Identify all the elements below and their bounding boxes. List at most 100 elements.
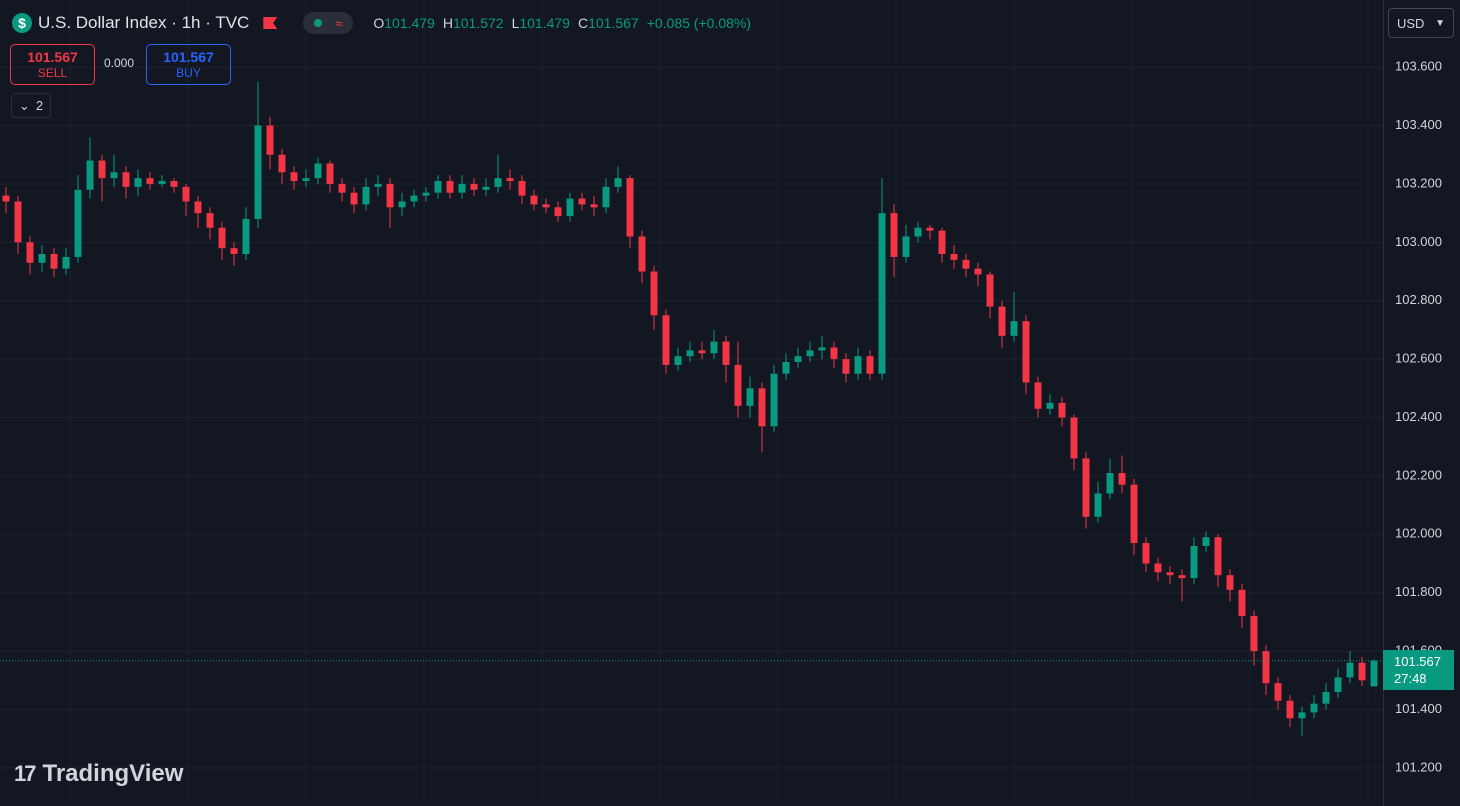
y-tick-label: 102.600	[1395, 351, 1442, 366]
candle-body	[1190, 545, 1198, 579]
candle-body	[278, 154, 286, 173]
candle-body	[1058, 402, 1066, 418]
candle-body	[806, 350, 814, 357]
candle-body	[422, 192, 430, 196]
candle-body	[134, 178, 142, 187]
candle-body	[518, 181, 526, 196]
candle-body	[2, 195, 10, 202]
last-price-label: 101.567 27:48	[1383, 650, 1454, 690]
candle-body	[290, 172, 298, 182]
candle-body	[1142, 543, 1150, 564]
sell-label: SELL	[37, 65, 68, 80]
candle-body	[338, 183, 346, 193]
candle-body	[506, 178, 514, 182]
candle-body	[266, 125, 274, 155]
candle-body	[206, 213, 214, 228]
candle-body	[170, 181, 178, 187]
candle-body	[1166, 572, 1174, 576]
candle-body	[1310, 703, 1318, 713]
candle-body	[674, 356, 682, 365]
candle-body	[1154, 563, 1162, 573]
candle-body	[902, 236, 910, 257]
countdown: 27:48	[1394, 671, 1427, 686]
candle-body	[1118, 472, 1126, 485]
change: +0.085 (+0.08%)	[646, 15, 751, 31]
candle-body	[446, 181, 454, 193]
candle-body	[1094, 493, 1102, 517]
candle-body	[1250, 616, 1258, 652]
candle-body	[710, 341, 718, 354]
candle-body	[890, 213, 898, 257]
candle-body	[926, 227, 934, 231]
candle-body	[374, 183, 382, 187]
candle-body	[1346, 662, 1354, 678]
open-value: 101.479	[384, 15, 435, 31]
candle-body	[566, 198, 574, 217]
candle-body	[26, 242, 34, 263]
high-value: 101.572	[452, 15, 504, 31]
candle-body	[638, 236, 646, 272]
y-tick-label: 103.200	[1395, 175, 1442, 190]
candle-body	[482, 186, 490, 190]
candle-body	[146, 178, 154, 184]
candle-body	[974, 268, 982, 275]
candle-body	[878, 213, 886, 374]
candle-body	[1034, 382, 1042, 409]
candle-body	[62, 256, 70, 269]
candle-body	[1106, 472, 1114, 494]
candle-body	[1286, 700, 1294, 719]
candle-body	[1214, 537, 1222, 576]
candle-body	[602, 186, 610, 208]
indicators-toggle[interactable]: ⌄ 2	[11, 93, 51, 118]
candle-body	[650, 271, 658, 316]
y-tick-label: 103.400	[1395, 117, 1442, 132]
candle-body	[950, 254, 958, 260]
candle-body	[1334, 677, 1342, 692]
candle-body	[1022, 321, 1030, 383]
candle-body	[1238, 589, 1246, 617]
buy-button[interactable]: 101.567 BUY	[146, 44, 231, 85]
candle-body	[98, 160, 106, 179]
low-value: 101.479	[519, 15, 570, 31]
candle-body	[458, 183, 466, 193]
y-tick-label: 102.800	[1395, 292, 1442, 307]
flag-icon[interactable]	[263, 17, 278, 29]
candle-body	[14, 201, 22, 243]
ohlc: O 101.479 H 101.572 L 101.479 C 101.567 +0.0…	[373, 15, 751, 31]
candle-body	[866, 356, 874, 374]
candle-body	[182, 186, 190, 202]
candle-body	[698, 350, 706, 354]
candle-body	[38, 254, 46, 263]
open-label: O	[373, 15, 385, 31]
candle-body	[854, 356, 862, 374]
candle-body	[1130, 484, 1138, 544]
candle-body	[542, 204, 550, 208]
candle-body	[122, 172, 130, 187]
y-tick-label: 102.400	[1395, 409, 1442, 424]
sell-price: 101.567	[27, 48, 78, 65]
y-tick-label: 103.000	[1395, 234, 1442, 249]
header: $ U.S. Dollar Index · 1h · TVC ≈ O 101.47…	[12, 10, 751, 36]
symbol-title[interactable]: U.S. Dollar Index · 1h · TVC	[38, 13, 250, 32]
candle-body	[1010, 321, 1018, 336]
watermark-text: TradingView	[42, 760, 184, 787]
price-axis: 101.200101.400101.600101.800102.000102.2…	[1395, 59, 1442, 775]
candle-body	[554, 207, 562, 217]
candle-body	[1226, 575, 1234, 590]
currency-select[interactable]: USD ▼	[1388, 8, 1454, 38]
candle-body	[986, 274, 994, 307]
candle-body	[938, 230, 946, 255]
candle-body	[242, 218, 250, 255]
candle-body	[1358, 662, 1366, 681]
candle-body	[746, 388, 754, 406]
candle-body	[758, 388, 766, 427]
candle-body	[1082, 458, 1090, 517]
spread: 0.000	[104, 56, 135, 70]
y-tick-label: 101.200	[1395, 759, 1442, 774]
sell-button[interactable]: 101.567 SELL	[10, 44, 95, 85]
watermark: 17 TradingView	[14, 760, 184, 787]
status-pill[interactable]: ≈	[303, 12, 354, 34]
currency: USD	[1397, 15, 1425, 31]
candle-body	[686, 350, 694, 357]
